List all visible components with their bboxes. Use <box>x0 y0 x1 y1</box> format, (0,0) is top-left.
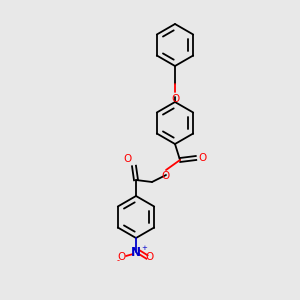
Text: O: O <box>171 94 179 104</box>
Text: O: O <box>118 252 126 262</box>
Text: -: - <box>116 256 119 266</box>
Text: +: + <box>141 245 147 251</box>
Text: O: O <box>198 153 206 163</box>
Text: N: N <box>131 245 141 259</box>
Text: O: O <box>161 171 169 181</box>
Text: O: O <box>124 154 132 164</box>
Text: O: O <box>146 252 154 262</box>
